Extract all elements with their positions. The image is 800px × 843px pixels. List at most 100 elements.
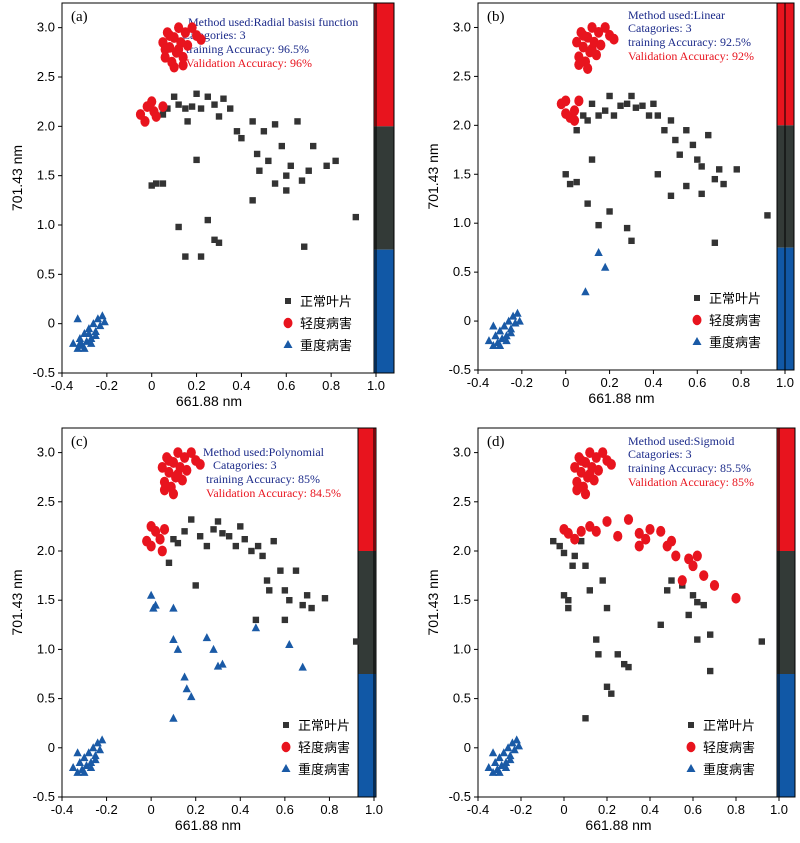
mild-disease-point xyxy=(561,95,571,107)
normal-leaf-point xyxy=(321,595,329,602)
y-tick-label: 1.5 xyxy=(453,592,471,607)
normal-leaf-point xyxy=(707,631,714,638)
severe-disease-point xyxy=(75,333,85,342)
plot-frame xyxy=(477,2,786,371)
series-mild xyxy=(559,447,741,604)
mild-disease-point xyxy=(709,580,720,591)
mild-disease-point xyxy=(572,484,582,496)
mild-disease-point xyxy=(146,540,156,552)
colorbar-gray-segment xyxy=(374,126,394,250)
normal-leaf-point xyxy=(698,163,705,170)
mild-disease-point xyxy=(593,464,604,476)
normal-leaf-point xyxy=(707,667,714,675)
mild-disease-point xyxy=(178,59,188,71)
y-tick-label: 2.0 xyxy=(453,543,471,558)
normal-leaf-point xyxy=(215,239,223,246)
normal-leaf-point xyxy=(184,118,191,125)
mild-disease-point xyxy=(157,545,167,557)
normal-leaf-point xyxy=(639,102,646,109)
mild-disease-point xyxy=(574,95,584,107)
y-tick-label: 2.5 xyxy=(453,494,471,509)
normal-leaf-point xyxy=(694,598,701,606)
x-tick-label: 0.8 xyxy=(727,802,745,817)
severe-disease-point xyxy=(488,767,498,776)
mild-disease-point xyxy=(165,30,175,41)
normal-leaf-point xyxy=(182,253,189,260)
severe-disease-point xyxy=(510,745,519,754)
normal-leaf-point xyxy=(170,535,177,543)
normal-leaf-point xyxy=(601,107,609,114)
severe-disease-point xyxy=(298,662,307,671)
x-tick-label: 0.4 xyxy=(232,378,250,393)
mild-disease-point xyxy=(688,560,698,572)
severe-disease-point xyxy=(95,321,105,330)
mild-disease-point xyxy=(594,26,604,38)
normal-leaf-point xyxy=(617,102,624,109)
training-accuracy-text: training Accuracy: 85% xyxy=(206,472,320,486)
mild-disease-point xyxy=(159,523,170,535)
normal-leaf-point xyxy=(565,597,572,604)
normal-leaf-point xyxy=(238,134,245,142)
mild-disease-point xyxy=(623,514,634,525)
x-tick-label: 0 xyxy=(148,802,155,817)
normal-leaf-point xyxy=(265,157,272,165)
mild-disease-point xyxy=(164,466,174,478)
x-tick-label: -0.4 xyxy=(51,802,73,817)
plot-frame xyxy=(61,427,375,798)
normal-leaf-point xyxy=(758,638,765,645)
severe-disease-point xyxy=(75,758,85,767)
x-axis-label: 661.88 nm xyxy=(176,393,242,409)
x-axis-label: 661.88 nm xyxy=(175,817,241,833)
normal-leaf-point xyxy=(580,112,587,119)
normal-leaf-point xyxy=(588,100,596,108)
x-tick-label: 0.6 xyxy=(276,802,294,817)
y-tick-label: 0.5 xyxy=(37,266,55,281)
mild-disease-point xyxy=(151,525,161,537)
x-tick-label: -0.2 xyxy=(511,375,533,390)
normal-leaf-point xyxy=(175,101,182,108)
severe-disease-point xyxy=(182,684,191,693)
categories-text: Catagories: 3 xyxy=(628,447,692,461)
severe-disease-point xyxy=(173,644,183,653)
legend-label-mild: 轻度病害 xyxy=(300,316,352,331)
mild-disease-point xyxy=(634,527,644,539)
normal-leaf-point xyxy=(308,604,315,612)
severe-disease-point xyxy=(84,329,94,338)
severe-disease-point xyxy=(86,762,96,771)
mild-disease-point xyxy=(641,533,651,545)
x-tick-label: -0.2 xyxy=(510,802,532,817)
colorbar-frame xyxy=(373,2,395,374)
severe-disease-point xyxy=(600,262,610,271)
legend-triangle-marker xyxy=(692,337,702,345)
method-text: Method used:Polynomial xyxy=(203,445,325,459)
mild-disease-point xyxy=(699,570,709,581)
x-tick-label: 1.0 xyxy=(365,802,383,817)
normal-leaf-point xyxy=(197,105,205,112)
mild-disease-point xyxy=(160,43,170,55)
normal-leaf-point xyxy=(711,239,719,246)
mild-disease-point xyxy=(187,22,197,34)
x-tick-label: 0.6 xyxy=(688,375,706,390)
y-axis-label: 701.43 nm xyxy=(425,143,441,209)
normal-leaf-point xyxy=(181,528,188,535)
mild-disease-point xyxy=(600,22,610,33)
colorbar-red-segment xyxy=(374,3,394,127)
severe-disease-point xyxy=(508,311,518,320)
severe-disease-point xyxy=(146,590,156,599)
y-tick-label: 2.0 xyxy=(37,118,55,133)
legend-label-mild: 轻度病害 xyxy=(703,740,755,755)
severe-disease-point xyxy=(502,336,511,345)
normal-leaf-point xyxy=(332,157,339,165)
normal-leaf-point xyxy=(569,562,576,569)
x-tick-label: 0.2 xyxy=(598,802,616,817)
validation-accuracy-text: Validation Accuracy: 84.5% xyxy=(206,486,341,500)
normal-leaf-point xyxy=(214,518,222,525)
y-tick-label: 0.5 xyxy=(453,264,471,279)
normal-leaf-point xyxy=(277,567,284,574)
mild-disease-point xyxy=(606,459,616,470)
y-tick-label: 3.0 xyxy=(37,445,55,460)
severe-disease-point xyxy=(488,748,498,757)
normal-leaf-point xyxy=(657,621,664,628)
